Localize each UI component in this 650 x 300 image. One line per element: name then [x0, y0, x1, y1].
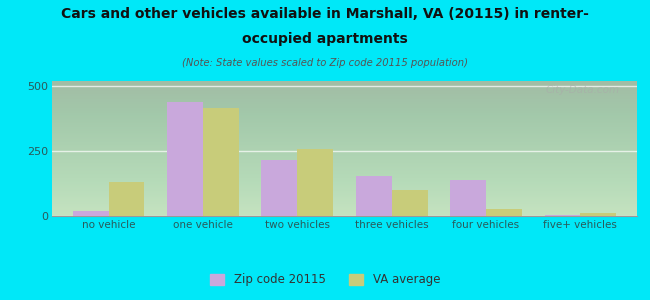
Bar [109, 182, 144, 216]
Bar [580, 213, 616, 216]
Bar [450, 180, 486, 216]
Bar [356, 176, 392, 216]
Text: City-Data.com: City-Data.com [545, 85, 619, 95]
Bar [545, 215, 580, 216]
Bar [203, 108, 239, 216]
Text: (Note: State values scaled to Zip code 20115 population): (Note: State values scaled to Zip code 2… [182, 58, 468, 68]
Bar [297, 148, 333, 216]
Bar [261, 160, 297, 216]
Text: occupied apartments: occupied apartments [242, 32, 408, 46]
Text: Cars and other vehicles available in Marshall, VA (20115) in renter-: Cars and other vehicles available in Mar… [61, 8, 589, 22]
Bar [392, 190, 428, 216]
Bar [486, 209, 522, 216]
Bar [167, 102, 203, 216]
Bar [73, 211, 109, 216]
Legend: Zip code 20115, VA average: Zip code 20115, VA average [205, 269, 445, 291]
